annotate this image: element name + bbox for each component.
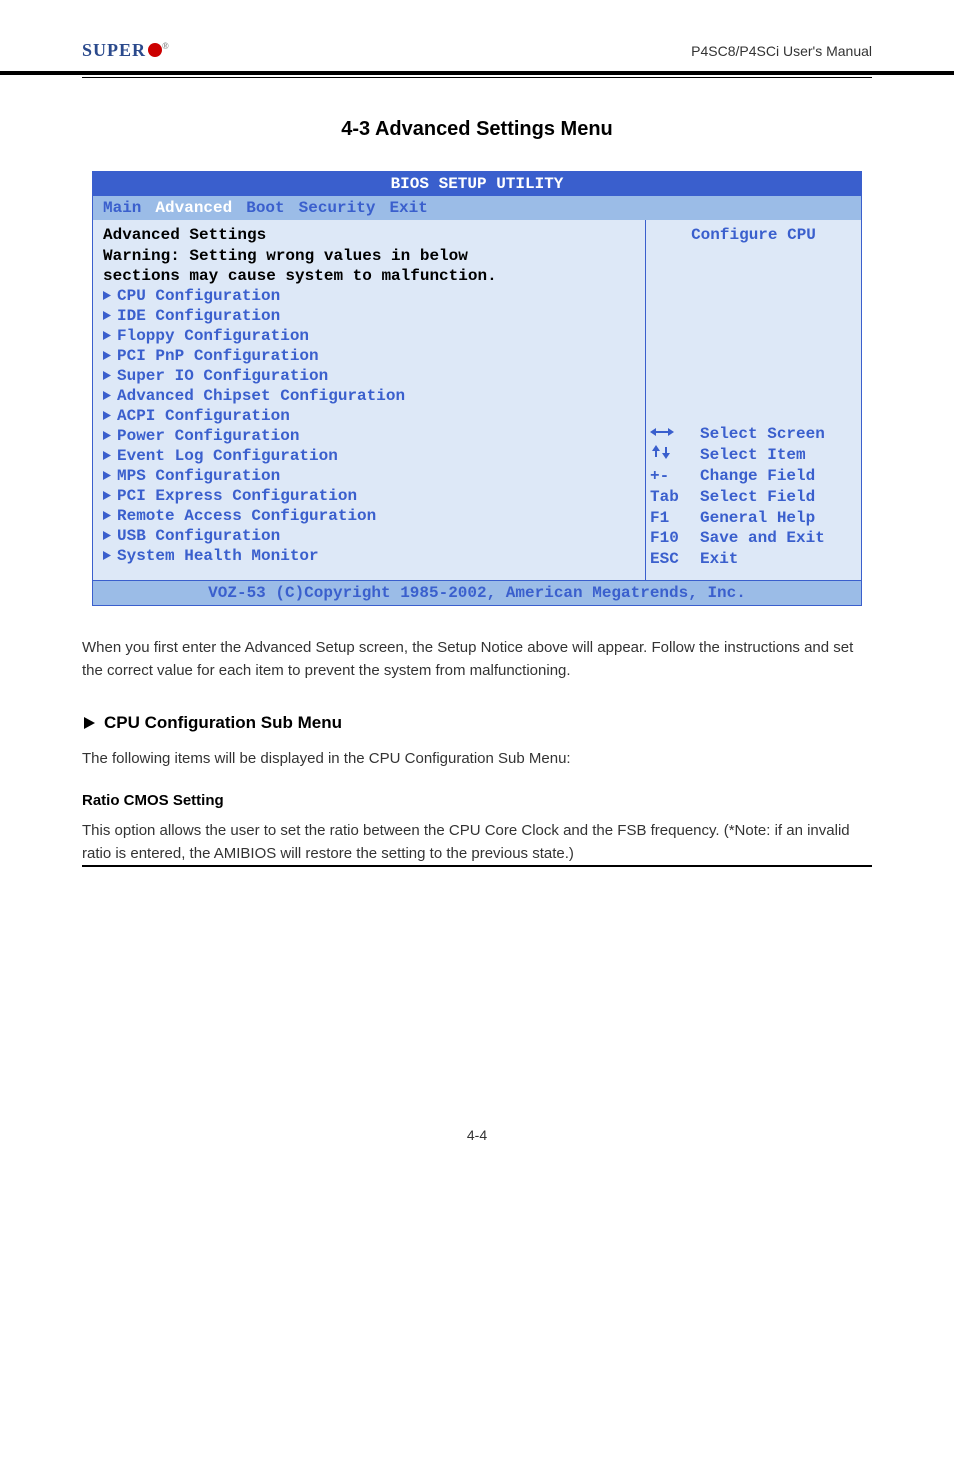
menu-item-label: CPU Configuration xyxy=(117,287,280,305)
cpu-heading-text: CPU Configuration Sub Menu xyxy=(104,713,342,733)
bios-tab-advanced[interactable]: Advanced xyxy=(155,199,232,217)
menu-item-label: System Health Monitor xyxy=(117,547,319,565)
section-title: 4-3 Advanced Settings Menu xyxy=(0,118,954,141)
triangle-right-icon xyxy=(103,391,111,400)
help-row: F1General Help xyxy=(650,508,857,529)
help-key: +- xyxy=(650,466,700,487)
menu-item[interactable]: PCI PnP Configuration xyxy=(103,346,635,366)
warning-line2: sections may cause system to malfunction… xyxy=(103,266,635,286)
bios-window: BIOS SETUP UTILITY Main Advanced Boot Secur… xyxy=(92,171,862,606)
menu-item-label: USB Configuration xyxy=(117,527,280,545)
advanced-heading: Advanced Settings xyxy=(103,226,635,244)
menu-item-label: PCI Express Configuration xyxy=(117,487,357,505)
triangle-right-icon xyxy=(82,716,96,730)
help-key: F10 xyxy=(650,528,700,549)
triangle-right-icon xyxy=(103,431,111,440)
help-label: General Help xyxy=(700,508,815,529)
menu-item[interactable]: Remote Access Configuration xyxy=(103,506,635,526)
help-label: Select Field xyxy=(700,487,815,508)
menu-item[interactable]: Floppy Configuration xyxy=(103,326,635,346)
header-right-text: P4SC8/P4SCi User's Manual xyxy=(691,43,872,59)
warning-line1: Warning: Setting wrong values in below xyxy=(103,246,635,266)
triangle-right-icon xyxy=(103,451,111,460)
triangle-right-icon xyxy=(103,491,111,500)
cpu-config-heading: CPU Configuration Sub Menu xyxy=(82,713,872,733)
help-row: TabSelect Field xyxy=(650,487,857,508)
bios-left-panel: Advanced Settings Warning: Setting wrong… xyxy=(93,220,646,581)
page-number: 4-4 xyxy=(0,1127,954,1143)
triangle-right-icon xyxy=(103,471,111,480)
help-key xyxy=(650,424,700,445)
page-header: SUPER ® P4SC8/P4SCi User's Manual xyxy=(0,0,954,75)
menu-item[interactable]: USB Configuration xyxy=(103,526,635,546)
bios-tab-bar: Main Advanced Boot Security Exit xyxy=(93,196,861,220)
bios-tab-security[interactable]: Security xyxy=(299,199,376,217)
bios-tab-exit[interactable]: Exit xyxy=(389,199,427,217)
menu-item-label: Floppy Configuration xyxy=(117,327,309,345)
logo-dot-icon xyxy=(148,43,162,57)
menu-item-label: Event Log Configuration xyxy=(117,447,338,465)
bios-right-panel: Configure CPU Select ScreenSelect Item+-… xyxy=(646,220,861,581)
cpu-desc: The following items will be displayed in… xyxy=(82,747,872,770)
help-row: ESCExit xyxy=(650,549,857,570)
bios-tab-boot[interactable]: Boot xyxy=(246,199,284,217)
bios-help-list: Select ScreenSelect Item+-Change FieldTa… xyxy=(650,424,857,570)
menu-item-label: Advanced Chipset Configuration xyxy=(117,387,405,405)
triangle-right-icon xyxy=(103,511,111,520)
logo-text: SUPER xyxy=(82,40,146,60)
triangle-right-icon xyxy=(103,411,111,420)
menu-item[interactable]: MPS Configuration xyxy=(103,466,635,486)
warning-paragraph: When you first enter the Advanced Setup … xyxy=(82,636,872,683)
menu-item-label: Power Configuration xyxy=(117,427,299,445)
help-label: Change Field xyxy=(700,466,815,487)
triangle-right-icon xyxy=(103,331,111,340)
help-key: ESC xyxy=(650,549,700,570)
triangle-right-icon xyxy=(103,311,111,320)
bios-body: Advanced Settings Warning: Setting wrong… xyxy=(93,220,861,581)
triangle-right-icon xyxy=(103,531,111,540)
triangle-right-icon xyxy=(103,351,111,360)
bios-hint: Configure CPU xyxy=(650,226,857,244)
menu-item[interactable]: Event Log Configuration xyxy=(103,446,635,466)
menu-item-label: IDE Configuration xyxy=(117,307,280,325)
help-row: F10Save and Exit xyxy=(650,528,857,549)
triangle-right-icon xyxy=(103,551,111,560)
header-divider xyxy=(82,77,872,78)
help-key: Tab xyxy=(650,487,700,508)
menu-item[interactable]: IDE Configuration xyxy=(103,306,635,326)
help-label: Select Item xyxy=(700,445,806,466)
help-row: Select Screen xyxy=(650,424,857,445)
help-label: Select Screen xyxy=(700,424,825,445)
menu-item[interactable]: System Health Monitor xyxy=(103,546,635,566)
menu-item[interactable]: Super IO Configuration xyxy=(103,366,635,386)
menu-item-label: PCI PnP Configuration xyxy=(117,347,319,365)
bios-title-bar: BIOS SETUP UTILITY xyxy=(93,172,861,196)
menu-item[interactable]: CPU Configuration xyxy=(103,286,635,306)
bios-footer: VOZ-53 (C)Copyright 1985-2002, American … xyxy=(93,581,861,605)
menu-item[interactable]: PCI Express Configuration xyxy=(103,486,635,506)
footer-divider xyxy=(82,865,872,867)
registered-mark: ® xyxy=(162,41,170,51)
menu-item-label: Remote Access Configuration xyxy=(117,507,376,525)
help-row: Select Item xyxy=(650,445,857,466)
help-key xyxy=(650,445,700,466)
menu-item-label: MPS Configuration xyxy=(117,467,280,485)
help-label: Exit xyxy=(700,549,738,570)
brand-logo: SUPER ® xyxy=(82,40,170,61)
ratio-desc: This option allows the user to set the r… xyxy=(82,819,872,866)
menu-item-label: Super IO Configuration xyxy=(117,367,328,385)
ratio-label: Ratio CMOS Setting xyxy=(82,792,872,809)
menu-item[interactable]: Advanced Chipset Configuration xyxy=(103,386,635,406)
help-label: Save and Exit xyxy=(700,528,825,549)
menu-item[interactable]: ACPI Configuration xyxy=(103,406,635,426)
menu-list: CPU Configuration IDE Configuration Floppy… xyxy=(103,286,635,566)
help-key: F1 xyxy=(650,508,700,529)
help-row: +-Change Field xyxy=(650,466,857,487)
triangle-right-icon xyxy=(103,371,111,380)
menu-item-label: ACPI Configuration xyxy=(117,407,290,425)
bios-tab-main[interactable]: Main xyxy=(103,199,141,217)
menu-item[interactable]: Power Configuration xyxy=(103,426,635,446)
triangle-right-icon xyxy=(103,291,111,300)
